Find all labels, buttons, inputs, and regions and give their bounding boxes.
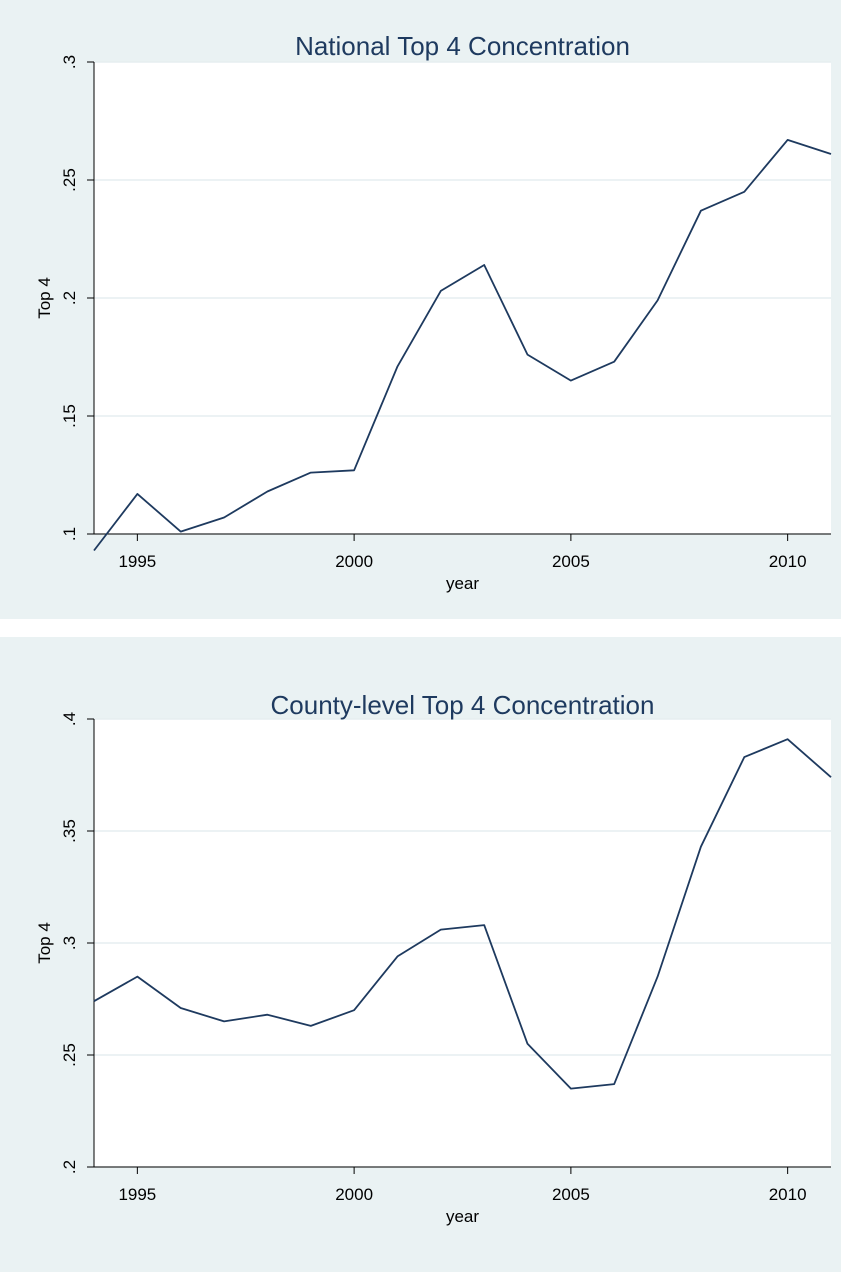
county-x-tick-label: 2010 (769, 1185, 807, 1204)
county-y-tick-label: .25 (60, 1043, 79, 1067)
county-y-tick-label: .35 (60, 819, 79, 843)
national-y-tick-label: .2 (60, 291, 79, 305)
county-x-tick-label: 2000 (335, 1185, 373, 1204)
national-x-tick-label: 2000 (335, 552, 373, 571)
county-x-tick-label: 2005 (552, 1185, 590, 1204)
national-x-tick-label: 2010 (769, 552, 807, 571)
national-x-tick-label: 1995 (118, 552, 156, 571)
county-x-tick-label: 1995 (118, 1185, 156, 1204)
national-y-tick-label: .1 (60, 527, 79, 541)
county-y-tick-label: .4 (60, 712, 79, 726)
county-chart: .2 .25 .3 .35 .4 1995 2000 2005 2010 County-level… (35, 690, 832, 1226)
national-y-tick-label: .25 (60, 168, 79, 192)
national-chart-panel: .1 .15 .2 .25 .3 1995 2000 2005 2010 National Top… (0, 0, 841, 619)
county-chart-panel: .2 .25 .3 .35 .4 1995 2000 2005 2010 County-level… (0, 637, 841, 1272)
national-series-line (93, 138, 832, 552)
county-y-tick-label: .3 (60, 936, 79, 950)
national-x-tick-label: 2005 (552, 552, 590, 571)
county-y-axis-label: Top 4 (35, 922, 54, 964)
county-series-line (93, 738, 832, 1090)
county-y-tick-label: .2 (60, 1160, 79, 1174)
county-x-axis-label: year (446, 1207, 479, 1226)
national-chart: .1 .15 .2 .25 .3 1995 2000 2005 2010 National Top… (35, 31, 832, 593)
national-chart-title: National Top 4 Concentration (295, 31, 630, 61)
national-x-axis-label: year (446, 574, 479, 593)
national-y-axis-label: Top 4 (35, 277, 54, 319)
national-y-tick-label: .15 (60, 404, 79, 428)
county-chart-title: County-level Top 4 Concentration (271, 690, 655, 720)
national-y-tick-label: .3 (60, 55, 79, 69)
